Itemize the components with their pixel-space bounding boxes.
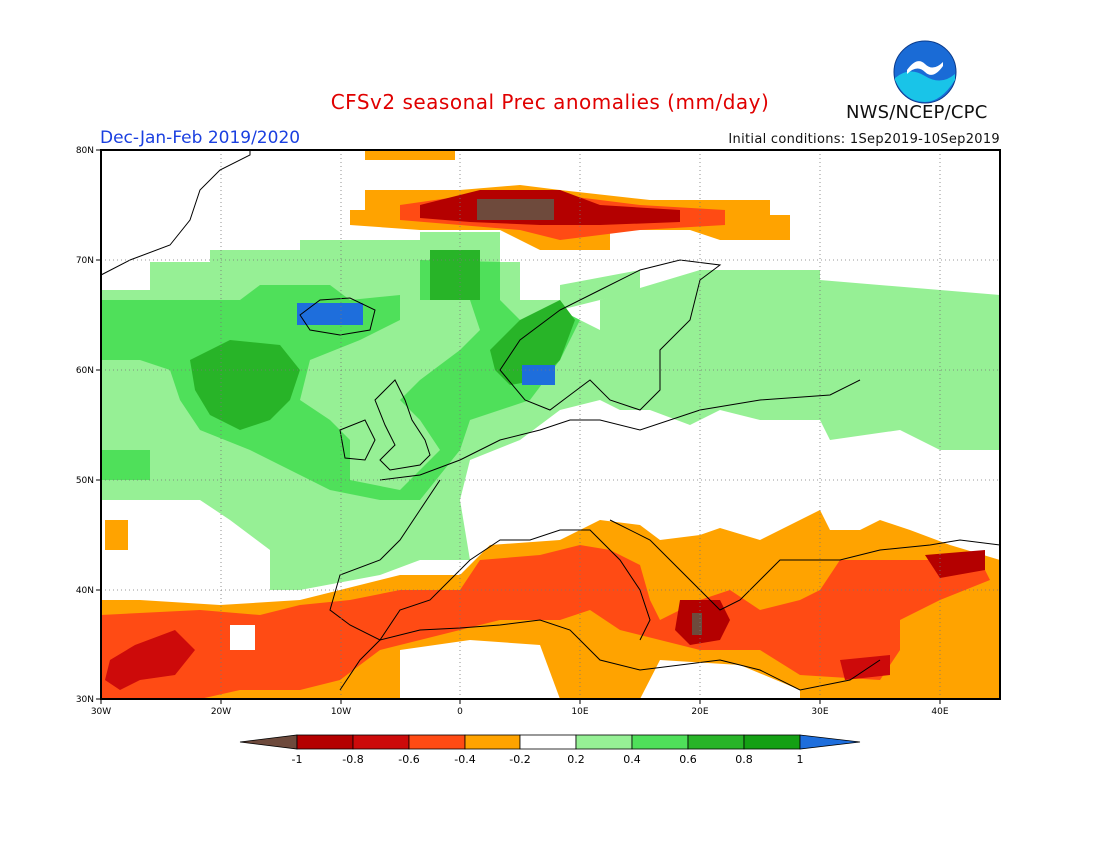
anomaly-neutral-north-africa [400, 640, 560, 699]
coastlines [101, 150, 1000, 691]
noaa-logo-icon [893, 40, 957, 104]
coastline-europe [329, 379, 1000, 641]
colorbar-label-9: 1 [797, 753, 804, 766]
colorbar-label-0: -1 [292, 753, 303, 766]
colorbar-label-7: 0.6 [679, 753, 697, 766]
colorbar-swatch-blue [799, 734, 861, 750]
colorbar-label-2: -0.6 [398, 753, 419, 766]
lat-label-50n: 50N [76, 476, 94, 486]
map-frame [100, 149, 1001, 700]
colorbar [239, 734, 861, 750]
colorbar-label-6: 0.4 [623, 753, 641, 766]
lon-label-30w: 30W [91, 707, 111, 717]
coastline-iceland [299, 297, 376, 336]
anomaly-green-azores [101, 450, 150, 480]
coastline-great-britain [374, 379, 431, 471]
anomaly-field [101, 150, 1000, 699]
lat-label-30n: 30N [76, 695, 94, 705]
axis-ticks [96, 149, 941, 704]
lon-label-0: 0 [457, 707, 463, 717]
lon-label-20w: 20W [211, 707, 231, 717]
colorbar-label-5: 0.2 [567, 753, 585, 766]
anomaly-orange-atlantic-small [105, 520, 128, 550]
initial-conditions: Initial conditions: 1Sep2019-10Sep2019 [728, 132, 1000, 147]
lat-label-60n: 60N [76, 366, 94, 376]
colorbar-swatch-5 [519, 734, 577, 750]
lat-label-80n: 80N [76, 146, 94, 156]
anomaly-brown-barents [477, 199, 554, 220]
lon-label-30e: 30E [811, 707, 828, 717]
colorbar-swatch-8 [687, 734, 745, 750]
lat-label-70n: 70N [76, 256, 94, 266]
colorbar-swatch-4 [464, 734, 521, 750]
anomaly-red-atlantic [105, 630, 195, 690]
anomaly-brown-greece [692, 613, 702, 635]
coastline-greenland [101, 150, 251, 276]
anomaly-dark-green-atlantic [190, 340, 300, 430]
lat-label-40n: 40N [76, 586, 94, 596]
season-subtitle: Dec-Jan-Feb 2019/2020 [100, 128, 301, 148]
colorbar-swatch-3 [408, 734, 466, 750]
anomaly-blue-iceland [297, 303, 363, 325]
colorbar-label-4: -0.2 [509, 753, 530, 766]
colorbar-label-1: -0.8 [342, 753, 363, 766]
coastline-scandinavia [499, 259, 722, 411]
coastline-ireland [339, 419, 376, 461]
anomaly-redorange-mediterranean [101, 545, 990, 699]
anomaly-green-atlantic [101, 260, 580, 500]
colorbar-swatch-2 [352, 734, 410, 750]
lon-label-20e: 20E [691, 707, 708, 717]
anomaly-dark-green-norwegian-sea [430, 250, 480, 300]
coastline-africa [339, 619, 881, 691]
anomaly-blue-norway [522, 365, 555, 385]
lon-label-40e: 40E [931, 707, 948, 717]
colorbar-swatch-brown [239, 734, 298, 750]
lon-label-10w: 10W [331, 707, 351, 717]
colorbar-label-3: -0.4 [454, 753, 475, 766]
colorbar-swatch-9 [743, 734, 801, 750]
colorbar-swatch-6 [575, 734, 633, 750]
colorbar-label-8: 0.8 [735, 753, 753, 766]
anomaly-red-greece [675, 600, 730, 645]
lon-label-10e: 10E [571, 707, 588, 717]
map-title: CFSv2 seasonal Prec anomalies (mm/day) [330, 90, 770, 114]
agency-label: NWS/NCEP/CPC [846, 102, 988, 123]
anomaly-neutral-atlantic-patch [230, 625, 255, 650]
anomaly-dark-green-norway [490, 300, 575, 385]
anomaly-neutral-libya [640, 660, 800, 699]
colorbar-swatch-1 [296, 734, 354, 750]
colorbar-swatch-7 [631, 734, 689, 750]
